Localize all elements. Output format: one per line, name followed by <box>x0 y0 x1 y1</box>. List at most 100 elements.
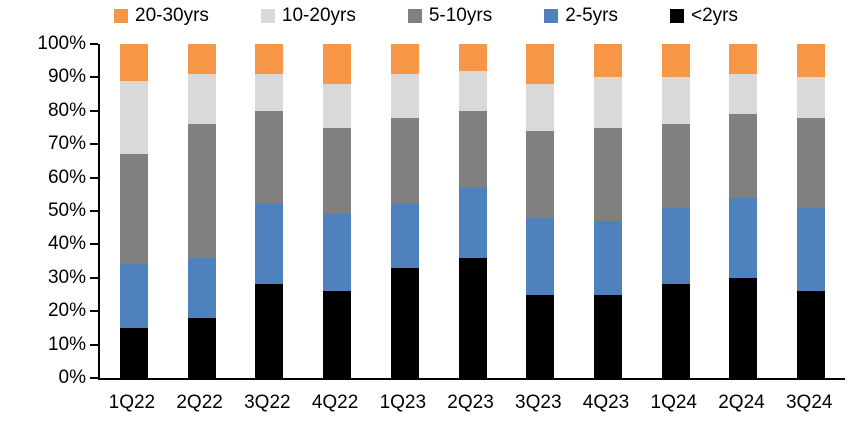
x-axis-label-3q24: 3Q24 <box>785 392 833 413</box>
stacked-bar-1q22 <box>119 44 148 378</box>
bar-segment-20-30yrs <box>594 44 622 78</box>
bar-segment--2yrs <box>797 291 826 378</box>
bar-segment-10-20yrs <box>661 77 690 125</box>
bar-slot-2q22 <box>168 44 236 378</box>
legend-swatch-icon <box>114 9 128 23</box>
stacked-bar-3q22 <box>255 44 284 378</box>
chart-legend: 20-30yrs 10-20yrs 5-10yrs 2-5yrs <2yrs <box>0 5 852 27</box>
bar-segment-20-30yrs <box>797 44 826 78</box>
y-axis-tick <box>90 343 98 346</box>
bar-segment--2yrs <box>661 284 690 378</box>
bar-segment-10-20yrs <box>390 74 419 118</box>
x-axis-label-4q22: 4Q22 <box>311 392 359 413</box>
bar-slot-1q24 <box>642 44 710 378</box>
legend-item--2yrs: <2yrs <box>670 5 738 27</box>
bar-segment-20-30yrs <box>526 44 555 85</box>
bar-segment-20-30yrs <box>458 44 487 71</box>
bar-segment-5-10yrs <box>458 110 487 188</box>
y-axis-label: 100% <box>37 33 86 54</box>
bar-slot-2q23 <box>439 44 507 378</box>
legend-item-20-30yrs: 20-30yrs <box>114 5 209 27</box>
bar-segment--2yrs <box>119 327 148 378</box>
bar-segment-10-20yrs <box>458 70 487 111</box>
x-axis-label-3q22: 3Q22 <box>244 392 291 413</box>
bar-segment--2yrs <box>390 267 419 378</box>
bar-segment-20-30yrs <box>323 44 352 85</box>
bar-segment-2-5yrs <box>255 204 284 285</box>
y-axis-label: 10% <box>47 333 86 355</box>
bar-segment--2yrs <box>323 291 352 378</box>
bar-segment-2-5yrs <box>323 214 352 292</box>
bar-segment-5-10yrs <box>119 154 148 265</box>
legend-swatch-icon <box>670 9 684 23</box>
bar-segment-10-20yrs <box>187 74 216 125</box>
bar-slot-3q24 <box>777 44 845 378</box>
y-axis-tick <box>90 109 98 112</box>
bar-segment-5-10yrs <box>323 127 352 215</box>
legend-label: 5-10yrs <box>428 5 493 26</box>
bar-segment-5-10yrs <box>797 117 826 208</box>
stacked-bar-1q24 <box>661 44 690 378</box>
bar-segment--2yrs <box>526 294 555 378</box>
bar-segment-20-30yrs <box>119 44 148 81</box>
y-axis-tick <box>90 210 98 212</box>
bar-segment-5-10yrs <box>594 127 622 222</box>
bar-segment-2-5yrs <box>594 221 622 295</box>
legend-label: 2-5yrs <box>565 5 618 26</box>
bar-segment--2yrs <box>594 294 622 378</box>
bar-slot-3q23 <box>506 44 574 378</box>
x-axis-label-3q23: 3Q23 <box>515 392 562 413</box>
legend-swatch-icon <box>260 9 275 23</box>
stacked-bar-2q24 <box>729 44 758 378</box>
bar-slot-4q22 <box>303 44 371 378</box>
bar-slot-1q22 <box>100 44 168 378</box>
bar-segment-10-20yrs <box>526 84 555 131</box>
bar-segment-5-10yrs <box>526 130 555 218</box>
bar-segment-10-20yrs <box>729 74 758 115</box>
legend-label: <2yrs <box>691 5 738 26</box>
x-axis-label-1q24: 1Q24 <box>650 392 697 413</box>
bar-segment-2-5yrs <box>119 264 148 328</box>
bar-segment-20-30yrs <box>390 44 419 75</box>
bar-segment-5-10yrs <box>255 110 284 205</box>
bar-segment-5-10yrs <box>390 117 419 205</box>
x-axis-label-4q23: 4Q23 <box>582 392 630 413</box>
bar-slot-2q24 <box>710 44 778 378</box>
bar-segment-5-10yrs <box>661 124 690 208</box>
x-axis-label-1q23: 1Q23 <box>379 392 427 413</box>
x-axis-label-2q24: 2Q24 <box>718 392 765 413</box>
y-axis-label: 70% <box>47 133 86 155</box>
bar-segment-2-5yrs <box>526 217 555 295</box>
x-axis: 1Q22 2Q22 3Q22 4Q22 1Q23 2Q23 3Q23 4Q23 1Q24 2Q24… <box>98 392 843 414</box>
y-axis-label: 60% <box>47 166 86 188</box>
legend-label: 10-20yrs <box>281 5 356 26</box>
stacked-bar-4q23 <box>594 44 622 378</box>
stacked-bar-2q23 <box>458 44 487 378</box>
bar-segment-2-5yrs <box>458 187 487 258</box>
bar-segment-2-5yrs <box>661 207 690 285</box>
legend-label: 20-30yrs <box>135 5 209 26</box>
bar-segment--2yrs <box>458 257 487 378</box>
bar-slot-1q23 <box>371 44 439 378</box>
bar-segment-5-10yrs <box>729 114 758 198</box>
legend-swatch-icon <box>407 9 422 23</box>
bar-segment-20-30yrs <box>187 44 216 75</box>
stacked-bar-3q23 <box>526 44 555 378</box>
bar-segment--2yrs <box>729 277 758 378</box>
legend-swatch-icon <box>544 9 559 23</box>
legend-item-2-5yrs: 2-5yrs <box>544 5 618 27</box>
bar-segment-10-20yrs <box>594 77 622 128</box>
stacked-bar-1q23 <box>390 44 419 378</box>
y-axis-tick <box>90 310 98 313</box>
bar-segment-10-20yrs <box>255 74 284 111</box>
plot-area <box>98 44 845 380</box>
y-axis-label: 90% <box>47 66 86 88</box>
bar-segment--2yrs <box>187 317 216 378</box>
y-axis-tick <box>90 143 98 146</box>
bar-slot-3q22 <box>235 44 303 378</box>
y-axis-tick <box>90 377 98 379</box>
stacked-bar-3q24 <box>797 44 826 378</box>
bar-segment-10-20yrs <box>119 80 148 155</box>
y-axis-label: 80% <box>47 99 86 121</box>
x-axis-label-1q22: 1Q22 <box>108 392 156 413</box>
